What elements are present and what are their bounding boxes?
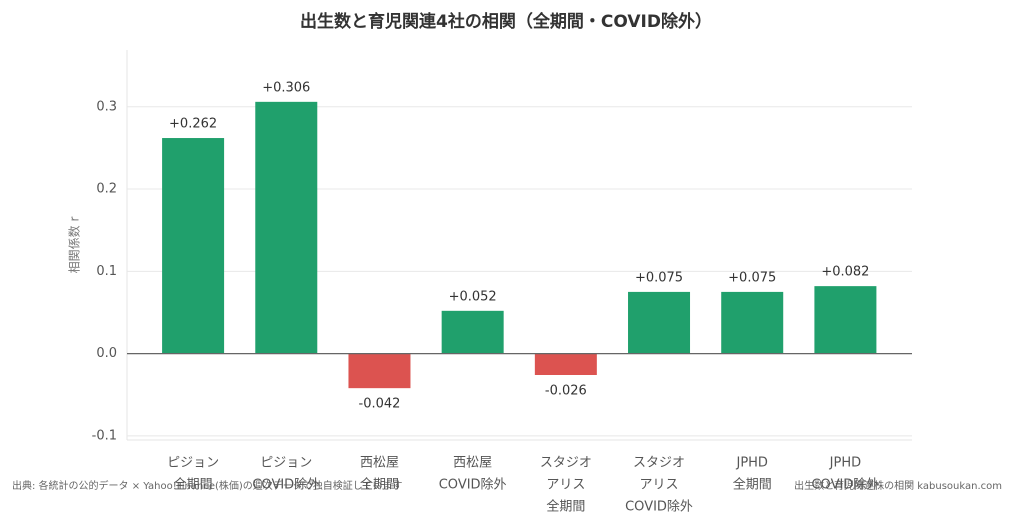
y-tick-label: 0.3	[96, 99, 117, 114]
bar	[255, 101, 318, 354]
x-tick-label: COVID除外	[811, 478, 879, 493]
bar	[534, 353, 597, 375]
y-tick-label: -0.1	[92, 428, 117, 443]
bar	[348, 353, 411, 389]
x-tick-label: 全期間	[360, 477, 399, 493]
x-tick-label: JPHD	[735, 456, 767, 471]
y-axis-label: 相関係数 r	[67, 217, 82, 274]
bar	[814, 286, 877, 354]
value-label: -0.042	[359, 397, 401, 412]
x-tick-label: 全期間	[733, 477, 772, 493]
x-tick-label: 全期間	[174, 477, 213, 493]
x-tick-label: COVID除外	[625, 500, 693, 515]
value-label: +0.075	[635, 270, 683, 285]
bar	[441, 310, 504, 354]
value-label: +0.306	[262, 80, 310, 95]
x-tick-label: アリス	[640, 478, 679, 493]
x-tick-label: ピジョン	[167, 456, 219, 471]
x-tick-label: スタジオ	[540, 456, 592, 471]
x-tick-label: スタジオ	[633, 456, 685, 471]
y-tick-label: 0.2	[96, 182, 117, 197]
bar	[628, 291, 691, 354]
x-tick-label: アリス	[546, 478, 585, 493]
bar	[162, 138, 225, 354]
x-tick-label: 西松屋	[453, 456, 492, 471]
chart-title: 出生数と育児関連4社の相関（全期間・COVID除外）	[300, 11, 712, 32]
x-tick-label: JPHD	[829, 456, 861, 471]
x-tick-label: COVID除外	[439, 478, 507, 493]
x-tick-label: 全期間	[546, 499, 585, 515]
source: 出典: 各統計の公的データ × Yahoo!Finance(株価)の週次データで…	[12, 479, 403, 492]
value-label: +0.075	[728, 270, 776, 285]
credit: 出生数と育児関連株の相関 kabusoukan.com	[794, 479, 1002, 492]
x-tick-label: ピジョン	[260, 456, 312, 471]
x-tick-label: 西松屋	[360, 456, 399, 471]
value-label: -0.026	[545, 384, 587, 399]
y-tick-label: 0.0	[96, 346, 117, 361]
value-label: +0.082	[821, 265, 869, 280]
value-label: +0.052	[449, 289, 497, 304]
x-tick-label: COVID除外	[252, 478, 320, 493]
y-tick-label: 0.1	[96, 264, 117, 279]
value-label: +0.262	[169, 117, 217, 132]
bar	[721, 291, 784, 354]
